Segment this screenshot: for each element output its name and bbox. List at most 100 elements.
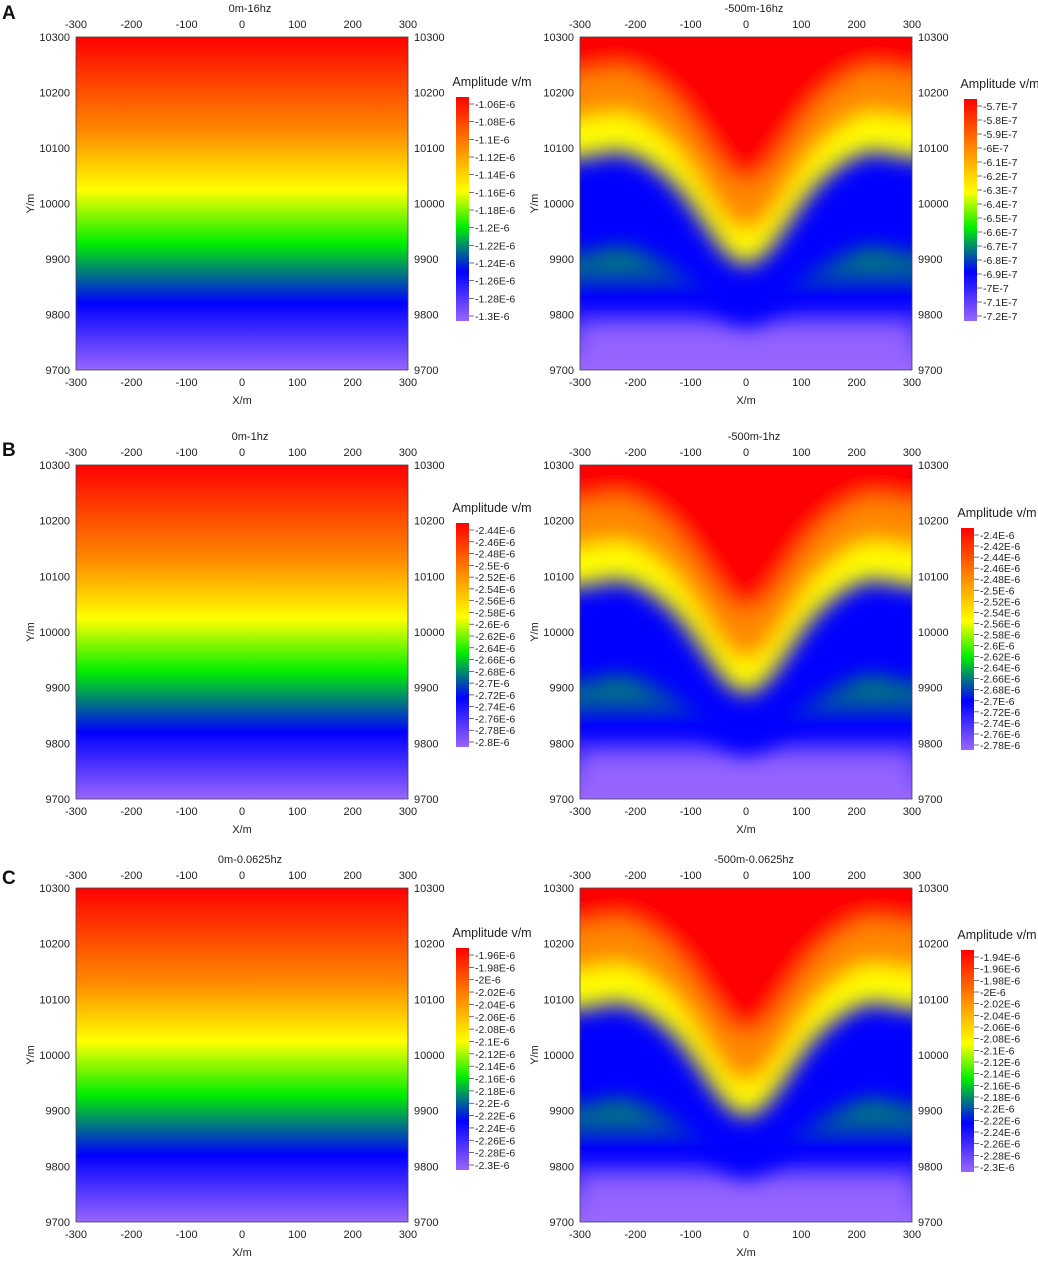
- x-tick-label-bottom: 0: [239, 1229, 245, 1241]
- y-tick-label-right: 10300: [918, 460, 949, 472]
- colorbar-tick-label: -1.16E-6: [475, 187, 515, 199]
- y-tick-label-right: 9700: [918, 1217, 942, 1229]
- y-tick-label-right: 10300: [918, 32, 949, 44]
- colorbar-tick-label: -7.1E-7: [983, 297, 1018, 309]
- x-tick-label-bottom: -200: [624, 377, 646, 389]
- x-tick-label-bottom: 200: [343, 1229, 361, 1241]
- y-tick-label-left: 9800: [46, 738, 70, 750]
- x-tick-label-bottom: 300: [903, 377, 921, 389]
- colorbar-tick-label: -2.22E-6: [475, 1111, 515, 1123]
- y-axis-label: Y/m: [529, 194, 541, 214]
- x-tick-label-bottom: 200: [847, 377, 865, 389]
- colorbar-tick-label: -2.72E-6: [980, 707, 1020, 719]
- x-tick-label-top: -300: [65, 870, 87, 882]
- colorbar-tick-label: -2.02E-6: [475, 987, 515, 999]
- colorbar-tick-label: -2.4E-6: [980, 530, 1015, 542]
- colorbar-tick-label: -2.62E-6: [475, 631, 515, 643]
- x-tick-label-top: -100: [176, 19, 198, 31]
- panel-title: -500m-16hz: [725, 3, 784, 15]
- y-tick-label-right: 9900: [918, 683, 942, 695]
- y-tick-label-left: 10000: [39, 1050, 70, 1062]
- x-tick-label-bottom: 0: [239, 806, 245, 818]
- y-tick-label-left: 10300: [543, 883, 574, 895]
- colorbar-tick-label: -2.72E-6: [475, 690, 515, 702]
- y-tick-label-left: 9900: [46, 254, 70, 266]
- y-tick-label-left: 9700: [46, 1217, 70, 1229]
- plot-frame: [579, 464, 913, 800]
- y-tick-label-right: 9800: [918, 310, 942, 322]
- x-tick-label-top: 200: [847, 19, 865, 31]
- x-tick-label-top: 200: [343, 447, 361, 459]
- x-tick-label-top: -100: [680, 447, 702, 459]
- y-tick-label-right: 10300: [414, 883, 445, 895]
- colorbar-tick-label: -2.64E-6: [980, 663, 1020, 675]
- x-tick-label-bottom: -200: [120, 377, 142, 389]
- x-tick-label-bottom: 0: [743, 806, 749, 818]
- panel-title: 0m-16hz: [229, 3, 272, 15]
- colorbar-tick-label: -2.2E-6: [980, 1104, 1015, 1116]
- colorbar-tick-label: -1.08E-6: [475, 117, 515, 129]
- y-tick-label-left: 10200: [39, 939, 70, 951]
- colorbar-ramp: [456, 948, 469, 1170]
- colorbar-tick-label: -2.42E-6: [980, 541, 1020, 553]
- y-tick-label-left: 10200: [543, 516, 574, 528]
- y-tick-label-right: 9900: [918, 254, 942, 266]
- colorbar-tick-label: -6.5E-7: [983, 213, 1018, 225]
- x-tick-label-bottom: 300: [399, 806, 417, 818]
- y-tick-label-right: 10300: [414, 460, 445, 472]
- y-tick-label-left: 10000: [543, 1050, 574, 1062]
- x-tick-label-bottom: -200: [120, 806, 142, 818]
- x-tick-label-bottom: 0: [743, 1229, 749, 1241]
- heatmap-field: [76, 888, 408, 1222]
- colorbar-tick-label: -2.64E-6: [475, 643, 515, 655]
- x-tick-label-bottom: -100: [680, 806, 702, 818]
- y-tick-label-left: 9800: [46, 310, 70, 322]
- colorbar-tick-label: -2.44E-6: [980, 552, 1020, 564]
- y-tick-label-right: 10000: [414, 1050, 445, 1062]
- colorbar-title: Amplitude v/m: [957, 506, 1036, 520]
- y-tick-label-left: 10300: [39, 32, 70, 44]
- y-tick-label-left: 10000: [543, 627, 574, 639]
- x-tick-label-top: 300: [903, 19, 921, 31]
- colorbar-ramp: [456, 97, 469, 321]
- colorbar-tick-label: -2.1E-6: [475, 1036, 510, 1048]
- heatmap-field: [76, 465, 408, 799]
- x-tick-label-bottom: -300: [569, 1229, 591, 1241]
- colorbar-tick-label: -2.7E-6: [980, 696, 1015, 708]
- colorbar-tick-label: -6.3E-7: [983, 185, 1018, 197]
- x-tick-label-bottom: 0: [743, 377, 749, 389]
- colorbar-tick-label: -2.02E-6: [980, 999, 1020, 1011]
- heatmap-field: [76, 37, 408, 370]
- y-tick-label-left: 9700: [550, 1217, 574, 1229]
- colorbar-tick-label: -2.08E-6: [980, 1034, 1020, 1046]
- y-tick-label-left: 10200: [39, 88, 70, 100]
- heatmap-panel-3: -300 -300 -200 -200 -100 -100 0 0 100 100 200 200 30…: [2, 431, 532, 836]
- colorbar-tick-label: -7E-7: [983, 283, 1009, 295]
- x-tick-label-top: 0: [743, 870, 749, 882]
- y-tick-label-right: 9800: [414, 738, 438, 750]
- heatmap-panel-2: -300 -300 -200 -200 -100 -100 0 0 100 100 200 200 30…: [529, 3, 1038, 407]
- colorbar-tick-label: -1.96E-6: [980, 964, 1020, 976]
- colorbar-tick-label: -1.12E-6: [475, 152, 515, 164]
- x-tick-label-top: 100: [288, 19, 306, 31]
- y-tick-label-right: 10000: [918, 627, 949, 639]
- x-tick-label-bottom: 200: [343, 377, 361, 389]
- colorbar-tick-label: -6E-7: [983, 143, 1009, 155]
- plot-frame: [579, 36, 913, 371]
- x-tick-label-bottom: -100: [176, 806, 198, 818]
- y-tick-label-right: 9800: [918, 1161, 942, 1173]
- colorbar-tick-label: -2.06E-6: [475, 1012, 515, 1024]
- x-tick-label-top: 300: [903, 870, 921, 882]
- colorbar-tick-label: -2.18E-6: [980, 1092, 1020, 1104]
- x-tick-label-bottom: -300: [65, 806, 87, 818]
- colorbar-tick-label: -2.28E-6: [980, 1150, 1020, 1162]
- y-tick-label-left: 10200: [543, 88, 574, 100]
- x-tick-label-bottom: 200: [847, 806, 865, 818]
- y-tick-label-left: 9700: [550, 365, 574, 377]
- colorbar-tick-label: -2.78E-6: [475, 725, 515, 737]
- y-tick-label-left: 10200: [39, 516, 70, 528]
- x-tick-label-bottom: 200: [847, 1229, 865, 1241]
- colorbar-ramp: [961, 950, 974, 1172]
- colorbar-tick-label: -1.1E-6: [475, 134, 510, 146]
- colorbar-tick-label: -2.52E-6: [980, 596, 1020, 608]
